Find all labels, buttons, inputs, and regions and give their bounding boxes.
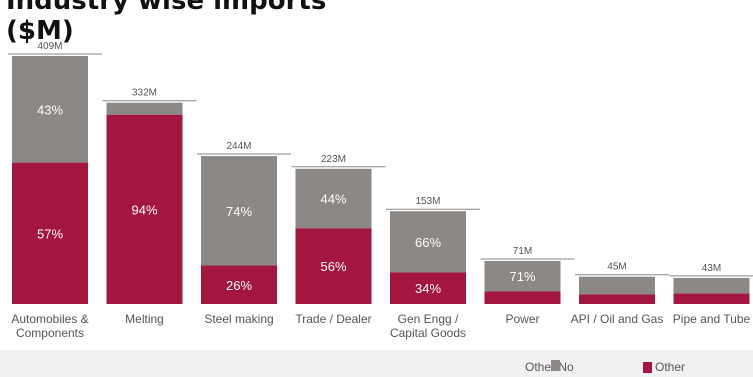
- segment-label-no: 43%: [37, 102, 63, 117]
- legend-label-no: Other No: [525, 360, 574, 374]
- chart-title: Industry wise imports ($M): [6, 0, 326, 46]
- bar-segment-no: [673, 277, 750, 294]
- legend-swatch-other: [643, 361, 652, 373]
- bar-segment-other: [673, 293, 750, 304]
- total-label: 244M: [226, 141, 251, 152]
- category-label: Melting: [125, 312, 164, 326]
- legend-swatch-no: [551, 360, 560, 371]
- total-label: 71M: [513, 246, 532, 257]
- segment-label-other: 94%: [131, 202, 157, 217]
- bar-segment-other: [390, 272, 466, 304]
- total-label: 45M: [607, 262, 626, 273]
- bar-segment-other: [295, 228, 372, 304]
- category-label: Automobiles &: [11, 312, 88, 326]
- bar-segment-other: [201, 265, 277, 304]
- segment-label-other: 57%: [37, 226, 63, 241]
- legend-label-other: Other: [655, 360, 686, 374]
- bar-segment-no: [579, 276, 655, 295]
- bar-segment-other: [106, 114, 183, 304]
- legend-item-other: Other: [640, 360, 685, 374]
- stacked-bar-chart: 409M 43% 57% Automobiles &Components 332M 94%…: [8, 41, 753, 340]
- bar-segment-other: [12, 162, 88, 304]
- bar-segment-no: [12, 56, 88, 163]
- category-label: Pipe and Tube: [673, 312, 751, 326]
- chart-title-line-1: Industry wise imports: [6, 0, 327, 16]
- segment-label-other: 26%: [226, 278, 252, 293]
- legend: Other No Other: [0, 350, 753, 377]
- category-label: Capital Goods: [390, 326, 466, 340]
- bar-segment-other: [579, 294, 655, 304]
- total-label: 409M: [37, 41, 62, 52]
- category-label: API / Oil and Gas: [571, 312, 664, 326]
- category-label: Gen Engg /: [398, 312, 459, 326]
- bar-segment-no: [484, 260, 561, 292]
- legend-swatch-no-wrap: [548, 360, 563, 371]
- total-label: 223M: [321, 154, 346, 165]
- bar-segment-no: [106, 102, 183, 115]
- segment-label-other: 34%: [415, 281, 441, 296]
- total-label: 153M: [415, 196, 440, 207]
- bar-segment-no: [295, 168, 372, 229]
- bar-segment-other: [484, 291, 561, 304]
- total-label: 43M: [702, 263, 721, 274]
- category-label: Components: [16, 326, 84, 340]
- category-label: Trade / Dealer: [295, 312, 371, 326]
- segment-label-no: 66%: [415, 235, 441, 250]
- segment-label-other: 56%: [320, 259, 346, 274]
- chart-title-line-2: ($M): [6, 16, 74, 46]
- category-label: Power: [505, 312, 539, 326]
- category-label: Steel making: [204, 312, 273, 326]
- legend-item-no: Other No: [525, 360, 574, 374]
- bar-segment-no: [201, 156, 277, 266]
- bar-segment-no: [390, 211, 466, 273]
- segment-label-no: 71%: [509, 269, 535, 284]
- segment-label-no: 44%: [320, 192, 346, 207]
- total-label: 332M: [132, 88, 157, 99]
- segment-label-no: 74%: [226, 204, 252, 219]
